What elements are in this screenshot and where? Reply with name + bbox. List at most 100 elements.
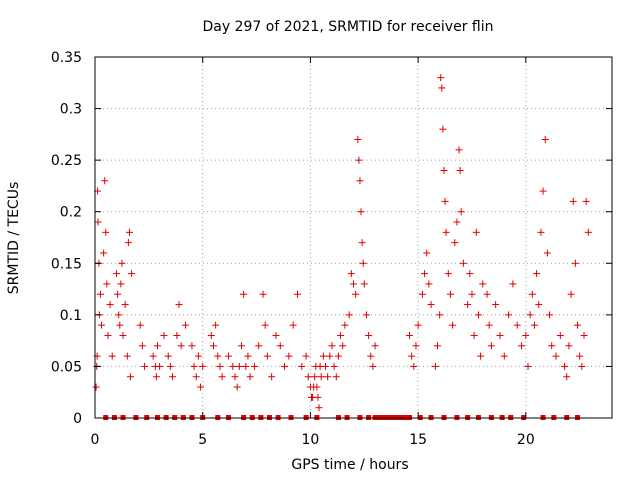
- x-tick-label: 10: [302, 432, 320, 448]
- data-point: [571, 259, 579, 267]
- data-point: [326, 352, 334, 360]
- data-point: [101, 177, 109, 185]
- data-point: [362, 311, 370, 319]
- data-point: [354, 136, 362, 144]
- data-point: [229, 362, 237, 370]
- data-point: [357, 208, 365, 216]
- data-point: [339, 342, 347, 350]
- data-point: [242, 362, 250, 370]
- data-point: [330, 362, 338, 370]
- data-point: [421, 270, 429, 278]
- data-point: [528, 290, 536, 298]
- data-point: [569, 197, 577, 205]
- data-point: [412, 342, 420, 350]
- data-point: [567, 290, 575, 298]
- data-point: [240, 290, 248, 298]
- y-tick-label: 0.15: [51, 256, 82, 272]
- data-point: [268, 373, 276, 381]
- data-point: [537, 228, 545, 236]
- data-point: [367, 352, 375, 360]
- data-point: [440, 166, 448, 174]
- data-point: [565, 342, 573, 350]
- data-point: [136, 321, 144, 329]
- y-tick-label: 0.1: [60, 308, 82, 324]
- data-point: [535, 301, 543, 309]
- data-point: [138, 342, 146, 350]
- data-point: [235, 362, 243, 370]
- data-point: [451, 239, 459, 247]
- data-point: [408, 352, 416, 360]
- data-point: [197, 383, 205, 391]
- data-point: [505, 311, 513, 319]
- axis-ticks: [94, 56, 612, 419]
- data-point: [194, 352, 202, 360]
- data-point: [487, 342, 495, 350]
- data-point: [188, 342, 196, 350]
- data-point: [173, 331, 181, 339]
- data-point: [152, 373, 160, 381]
- data-point: [457, 208, 465, 216]
- data-point: [464, 301, 472, 309]
- data-point: [543, 249, 551, 257]
- data-point: [141, 362, 149, 370]
- data-point: [533, 270, 541, 278]
- data-points: [92, 74, 592, 412]
- data-point: [117, 280, 125, 288]
- data-point: [214, 352, 222, 360]
- plot-frame: [94, 56, 613, 419]
- data-point: [313, 383, 321, 391]
- data-point: [115, 311, 123, 319]
- data-point: [539, 187, 547, 195]
- data-point: [209, 342, 217, 350]
- x-tick-labels: 0 5 10 15 20: [91, 432, 535, 448]
- gridlines: [95, 57, 612, 418]
- data-point: [522, 331, 530, 339]
- data-point: [181, 321, 189, 329]
- y-tick-label: 0.25: [51, 153, 82, 169]
- data-point: [261, 321, 269, 329]
- data-point: [128, 270, 136, 278]
- data-point: [302, 352, 310, 360]
- data-point: [350, 280, 357, 288]
- data-point: [580, 331, 588, 339]
- data-point: [369, 362, 377, 370]
- data-point: [104, 331, 112, 339]
- data-point: [441, 197, 449, 205]
- data-point: [218, 373, 226, 381]
- data-point: [556, 331, 564, 339]
- data-point: [225, 352, 233, 360]
- data-point: [199, 362, 207, 370]
- data-point: [317, 373, 325, 381]
- data-point: [106, 301, 114, 309]
- data-point: [92, 383, 100, 391]
- data-point: [359, 259, 367, 267]
- data-point: [272, 331, 280, 339]
- y-tick-label: 0.2: [60, 205, 82, 221]
- data-point: [113, 270, 121, 278]
- data-point: [563, 373, 571, 381]
- data-point: [546, 311, 554, 319]
- data-point: [406, 331, 414, 339]
- data-point: [337, 331, 345, 339]
- data-point: [439, 125, 447, 133]
- data-point: [483, 290, 491, 298]
- data-point: [468, 290, 476, 298]
- data-point: [166, 362, 174, 370]
- data-point: [281, 362, 289, 370]
- data-point: [436, 311, 444, 319]
- data-point: [103, 280, 111, 288]
- data-point: [177, 342, 185, 350]
- data-point: [259, 290, 267, 298]
- data-point: [347, 270, 355, 278]
- data-point: [561, 362, 569, 370]
- data-point: [584, 228, 592, 236]
- data-point: [513, 321, 521, 329]
- data-point: [321, 362, 329, 370]
- data-point: [576, 352, 584, 360]
- y-tick-label: 0.3: [60, 102, 82, 118]
- data-point: [304, 373, 312, 381]
- data-point: [444, 270, 452, 278]
- data-point: [231, 373, 239, 381]
- data-point: [216, 362, 224, 370]
